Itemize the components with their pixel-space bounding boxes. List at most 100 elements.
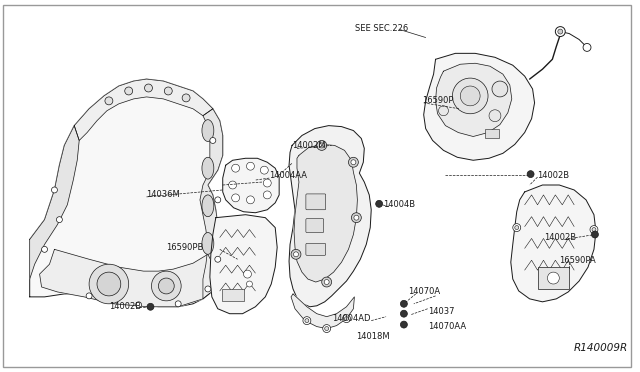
Circle shape	[438, 106, 449, 116]
Polygon shape	[291, 294, 355, 328]
Text: 14018M: 14018M	[356, 332, 390, 341]
Circle shape	[583, 44, 591, 51]
Circle shape	[246, 162, 255, 170]
Circle shape	[175, 301, 181, 307]
Circle shape	[319, 143, 324, 148]
Circle shape	[323, 325, 331, 333]
Circle shape	[401, 321, 407, 328]
Polygon shape	[223, 158, 279, 213]
Circle shape	[324, 327, 329, 331]
Circle shape	[348, 157, 358, 167]
Circle shape	[291, 249, 301, 259]
Circle shape	[401, 310, 407, 317]
Polygon shape	[29, 126, 79, 279]
Bar	[485, 129, 499, 138]
Ellipse shape	[202, 120, 214, 141]
Circle shape	[460, 86, 480, 106]
Circle shape	[513, 224, 521, 231]
Circle shape	[152, 271, 181, 301]
Text: 16590PB: 16590PB	[166, 243, 204, 252]
Circle shape	[205, 286, 211, 292]
Text: 14002M: 14002M	[292, 141, 326, 150]
Circle shape	[376, 201, 383, 207]
Ellipse shape	[202, 157, 214, 179]
Circle shape	[317, 141, 326, 150]
FancyBboxPatch shape	[306, 219, 324, 232]
Text: SEE SEC.226: SEE SEC.226	[355, 24, 408, 33]
Circle shape	[246, 281, 252, 287]
Text: 16590PA: 16590PA	[559, 256, 596, 265]
Circle shape	[228, 181, 237, 189]
Circle shape	[210, 138, 216, 144]
Circle shape	[215, 197, 221, 203]
Circle shape	[344, 317, 348, 321]
Circle shape	[558, 29, 563, 34]
Text: R140009R: R140009R	[574, 343, 628, 353]
Circle shape	[547, 272, 559, 284]
Circle shape	[354, 215, 359, 220]
Circle shape	[97, 272, 121, 296]
Circle shape	[492, 81, 508, 97]
Circle shape	[452, 78, 488, 114]
Circle shape	[294, 252, 298, 257]
Circle shape	[215, 256, 221, 262]
Circle shape	[305, 319, 309, 323]
Text: 16590P: 16590P	[422, 96, 453, 105]
Circle shape	[56, 217, 62, 222]
Circle shape	[232, 194, 239, 202]
Bar	[538, 267, 569, 289]
Circle shape	[105, 97, 113, 105]
Ellipse shape	[202, 232, 214, 254]
Circle shape	[145, 84, 152, 92]
Text: 14037: 14037	[428, 307, 454, 316]
Polygon shape	[424, 53, 534, 160]
FancyBboxPatch shape	[306, 194, 326, 210]
Polygon shape	[289, 126, 371, 307]
Circle shape	[303, 317, 311, 325]
Circle shape	[351, 160, 356, 165]
Polygon shape	[74, 79, 213, 141]
Circle shape	[489, 110, 501, 122]
Circle shape	[527, 171, 534, 177]
Circle shape	[351, 213, 362, 222]
Polygon shape	[511, 185, 596, 302]
Polygon shape	[40, 249, 213, 307]
Text: 14002B: 14002B	[109, 302, 141, 311]
Circle shape	[125, 87, 132, 95]
Text: 14070A: 14070A	[408, 288, 440, 296]
Circle shape	[263, 179, 271, 187]
Circle shape	[51, 187, 58, 193]
Polygon shape	[200, 109, 223, 299]
Ellipse shape	[202, 195, 214, 217]
Text: 14004AD: 14004AD	[332, 314, 370, 323]
Circle shape	[260, 166, 268, 174]
Circle shape	[591, 231, 598, 238]
Polygon shape	[436, 63, 512, 137]
Text: 14004B: 14004B	[383, 200, 415, 209]
Circle shape	[401, 300, 407, 307]
Circle shape	[246, 196, 255, 204]
Circle shape	[342, 315, 351, 323]
Circle shape	[322, 277, 332, 287]
Circle shape	[263, 191, 271, 199]
Polygon shape	[294, 144, 357, 282]
Circle shape	[232, 164, 239, 172]
Text: 14002B: 14002B	[545, 233, 577, 242]
Polygon shape	[210, 215, 277, 314]
Polygon shape	[29, 79, 223, 307]
Circle shape	[158, 278, 174, 294]
Circle shape	[89, 264, 129, 304]
Circle shape	[42, 246, 47, 252]
Circle shape	[590, 225, 598, 234]
Circle shape	[164, 87, 172, 95]
Bar	[221, 289, 244, 301]
Circle shape	[136, 302, 141, 308]
Circle shape	[515, 225, 518, 230]
Circle shape	[86, 293, 92, 299]
Circle shape	[324, 279, 329, 285]
Circle shape	[182, 94, 190, 102]
Text: 14004AA: 14004AA	[269, 171, 307, 180]
Text: 14070AA: 14070AA	[428, 322, 466, 331]
Circle shape	[592, 228, 596, 231]
Circle shape	[244, 270, 252, 278]
